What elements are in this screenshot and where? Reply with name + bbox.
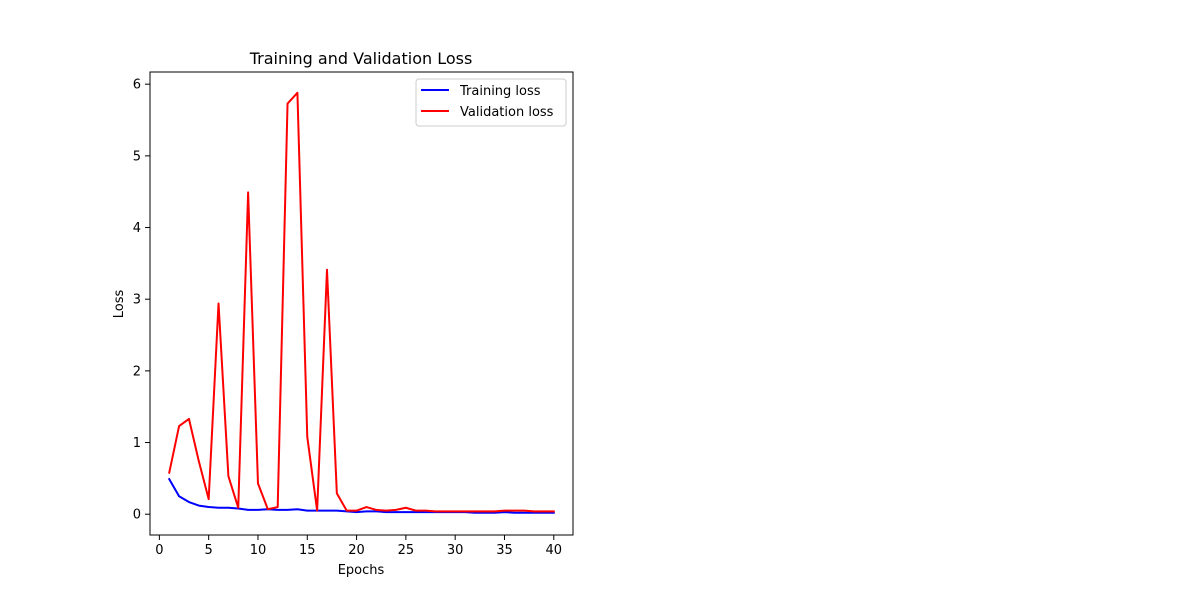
legend-frame — [415, 78, 567, 127]
x-tick-label: 15 — [299, 543, 316, 558]
y-tick-label: 4 — [133, 221, 141, 236]
x-tick-label: 25 — [398, 543, 415, 558]
x-tick-label: 40 — [545, 543, 562, 558]
x-tick-label: 0 — [155, 543, 163, 558]
y-tick-label: 6 — [133, 78, 141, 93]
x-axis-ticks: 0 5 10 15 20 25 30 35 40 — [155, 535, 562, 558]
plot-area — [150, 72, 573, 535]
validation-loss-line — [168, 91, 555, 513]
y-tick-label: 0 — [133, 508, 141, 523]
x-tick-label: 30 — [447, 543, 464, 558]
axes-frame — [149, 71, 574, 536]
axes-background — [150, 72, 573, 535]
x-tick-label: 5 — [205, 543, 213, 558]
y-tick-label: 5 — [133, 149, 141, 164]
x-tick-label: 10 — [250, 543, 267, 558]
x-axis-label: Epochs — [338, 563, 385, 578]
validation-loss-legend-label: Validation loss — [460, 105, 554, 120]
series-layer — [167, 91, 555, 514]
y-tick-label: 2 — [133, 364, 141, 379]
y-tick-label: 3 — [133, 293, 141, 308]
training-loss-line — [167, 477, 555, 514]
training-loss-legend-label: Training loss — [459, 84, 541, 99]
y-axis-label: Loss — [112, 290, 127, 319]
y-axis-ticks: 0 1 2 3 4 5 6 — [133, 78, 150, 523]
chart-title: Training and Validation Loss — [249, 49, 473, 68]
legend: Training loss Validation loss — [415, 78, 567, 127]
y-tick-label: 1 — [133, 436, 141, 451]
x-tick-label: 35 — [496, 543, 513, 558]
x-tick-label: 20 — [348, 543, 365, 558]
